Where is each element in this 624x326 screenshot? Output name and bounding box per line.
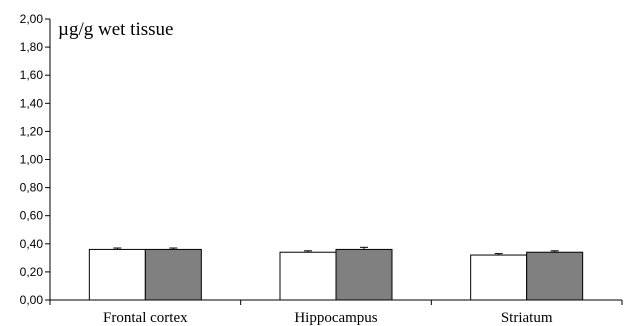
bar	[88, 248, 146, 301]
y-tick-label: 0,00	[20, 293, 44, 307]
y-tick-label: 0,60	[20, 209, 44, 223]
y-tick-label: 0,80	[20, 181, 44, 195]
y-tick-label: 2,00	[20, 12, 44, 26]
y-tick-label: 1,60	[20, 68, 44, 82]
bar	[144, 248, 202, 301]
bar	[279, 251, 337, 301]
bar	[526, 251, 584, 301]
x-category-label: Hippocampus	[294, 310, 377, 326]
x-category-label: Striatum	[501, 310, 553, 326]
y-tick-label: 1,40	[20, 96, 44, 110]
y-tick-label: 0,20	[20, 265, 44, 279]
bar	[470, 254, 528, 301]
y-axis-unit-label: µg/g wet tissue	[58, 19, 173, 40]
y-tick-label: 1,20	[20, 124, 44, 138]
y-tick-label: 0,40	[20, 237, 44, 251]
x-category-label: Frontal cortex	[103, 310, 188, 326]
y-tick-label: 1,00	[20, 153, 44, 167]
bar	[335, 248, 393, 301]
y-tick-label: 1,80	[20, 40, 44, 54]
